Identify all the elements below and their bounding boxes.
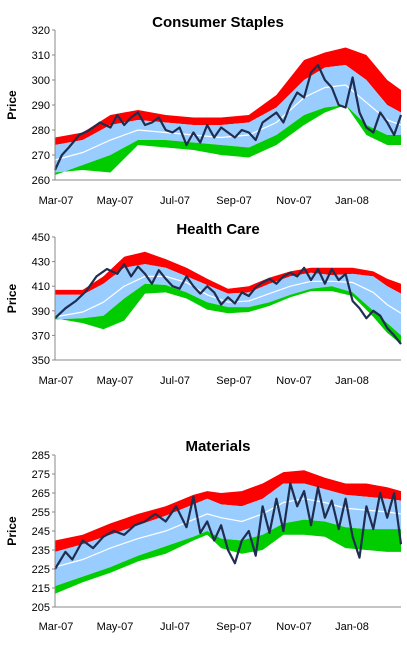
y-tick-label: 410 xyxy=(32,281,50,293)
y-tick-label: 260 xyxy=(32,175,50,187)
consumer-staples-chart: Consumer Staples Price 260 270 280 290 300 310 3… xyxy=(5,14,403,207)
materials-chart: Materials Price 205 215 225 235 245 255 265 275 28… xyxy=(5,438,403,633)
materials-title: Materials xyxy=(185,438,250,455)
health-care-title: Health Care xyxy=(176,221,259,238)
materials-y-axis-label: Price xyxy=(5,516,19,546)
consumer-staples-price-line xyxy=(54,63,403,171)
health-care-price-line xyxy=(54,263,402,345)
y-tick-label: 370 xyxy=(32,330,50,342)
consumer-staples-title: Consumer Staples xyxy=(152,14,284,31)
health-care-chart: Health Care Price 350 370 390 410 430 450 Mar-07… xyxy=(5,221,402,387)
consumer-staples-upper-band xyxy=(55,47,401,145)
y-tick-label: 205 xyxy=(32,602,50,614)
x-tick-label: Mar-07 xyxy=(39,375,74,387)
y-tick-label: 225 xyxy=(32,564,50,576)
health-care-mean-line xyxy=(54,275,402,318)
x-tick-label: Nov-07 xyxy=(276,621,311,633)
x-tick-label: May-07 xyxy=(97,621,134,633)
y-tick-label: 275 xyxy=(32,469,50,481)
y-tick-label: 245 xyxy=(32,526,50,538)
x-tick-label: Sep-07 xyxy=(216,621,251,633)
x-tick-label: Mar-07 xyxy=(39,621,74,633)
x-tick-label: Sep-07 xyxy=(216,375,251,387)
consumer-staples-y-axis-label: Price xyxy=(5,90,19,120)
y-tick-label: 270 xyxy=(32,150,50,162)
y-tick-label: 280 xyxy=(32,125,50,137)
x-tick-label: Sep-07 xyxy=(216,195,251,207)
y-tick-label: 320 xyxy=(32,25,50,37)
x-tick-label: Nov-07 xyxy=(276,195,311,207)
y-tick-label: 390 xyxy=(32,306,50,318)
health-care-upper-band xyxy=(55,251,401,295)
y-tick-label: 255 xyxy=(32,507,50,519)
y-tick-label: 265 xyxy=(32,488,50,500)
x-tick-label: May-07 xyxy=(97,375,134,387)
x-tick-label: Jul-07 xyxy=(160,195,190,207)
y-tick-label: 310 xyxy=(32,50,50,62)
x-tick-label: Mar-07 xyxy=(39,195,74,207)
health-care-y-axis-label: Price xyxy=(5,283,19,313)
y-tick-label: 290 xyxy=(32,100,50,112)
x-tick-label: Jul-07 xyxy=(160,375,190,387)
x-tick-label: Jan-08 xyxy=(335,195,369,207)
x-tick-label: Jan-08 xyxy=(335,375,369,387)
y-tick-label: 350 xyxy=(32,355,50,367)
health-care-inner-band xyxy=(55,264,401,336)
x-tick-label: Jan-08 xyxy=(335,621,369,633)
x-tick-label: May-07 xyxy=(97,195,134,207)
consumer-staples-mean-line xyxy=(54,84,402,161)
y-tick-label: 235 xyxy=(32,545,50,557)
x-tick-label: Jul-07 xyxy=(160,621,190,633)
materials-price-line xyxy=(54,482,403,570)
y-tick-label: 450 xyxy=(32,232,50,244)
materials-mean-line xyxy=(54,498,402,568)
x-tick-label: Nov-07 xyxy=(276,375,311,387)
health-care-lower-band xyxy=(55,283,401,344)
y-tick-label: 430 xyxy=(32,257,50,269)
y-tick-label: 285 xyxy=(32,450,50,462)
y-tick-label: 215 xyxy=(32,583,50,595)
consumer-staples-lower-band xyxy=(55,105,401,175)
y-tick-label: 300 xyxy=(32,75,50,87)
